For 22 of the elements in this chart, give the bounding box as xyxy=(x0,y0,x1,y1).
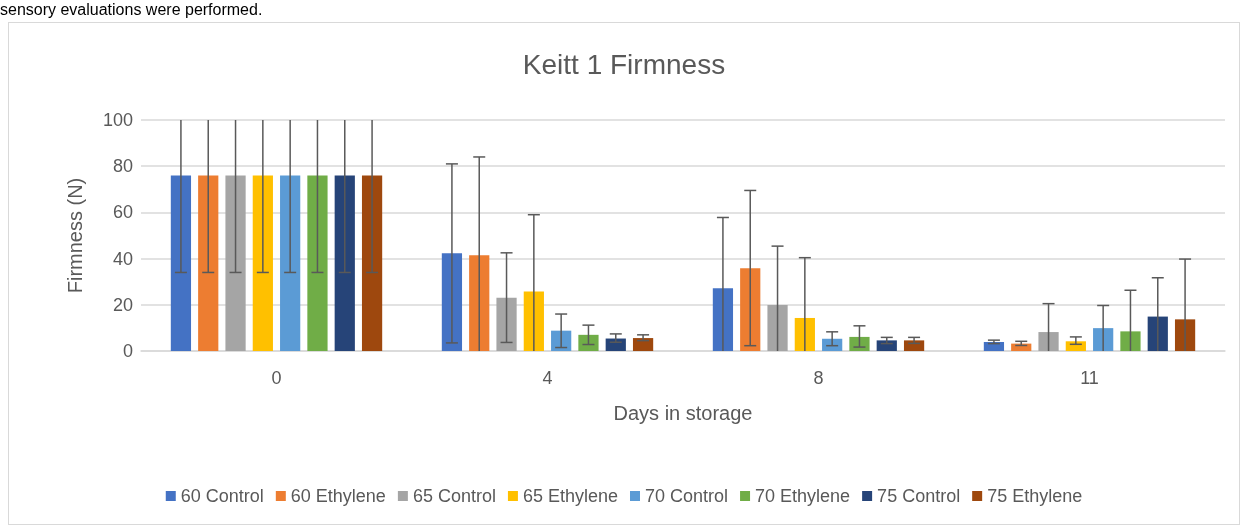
y-tick-label: 0 xyxy=(122,341,133,361)
chart-title: Keitt 1 Firmness xyxy=(522,48,726,80)
x-tick-label: 4 xyxy=(542,368,553,388)
legend-label: 65 Ethylene xyxy=(522,486,619,506)
text: sensory evaluations were performed. xyxy=(0,1,263,19)
x-tick-label: 8 xyxy=(813,368,824,388)
legend-label: 75 Control xyxy=(877,486,961,506)
x-tick-label: 0 xyxy=(271,368,282,388)
y-tick-label: 80 xyxy=(112,156,133,177)
y-tick-label: 20 xyxy=(112,294,133,315)
y-tick-label: 60 xyxy=(112,202,133,223)
y-tick-label: 100 xyxy=(102,110,133,130)
y-axis-title: Firmness (N) xyxy=(64,177,86,294)
legend-label: 60 Ethylene xyxy=(290,486,386,506)
x-tick-label: 11 xyxy=(1080,368,1099,388)
legend-label: 70 Ethylene xyxy=(755,486,851,506)
y-tick-label: 40 xyxy=(112,248,133,269)
legend-label: 75 Ethylene xyxy=(987,486,1083,506)
legend-label: 60 Control xyxy=(180,486,264,506)
legend-label: 70 Control xyxy=(645,486,729,506)
x-axis-title: Days in storage xyxy=(613,402,753,424)
legend-label: 65 Control xyxy=(412,486,496,506)
